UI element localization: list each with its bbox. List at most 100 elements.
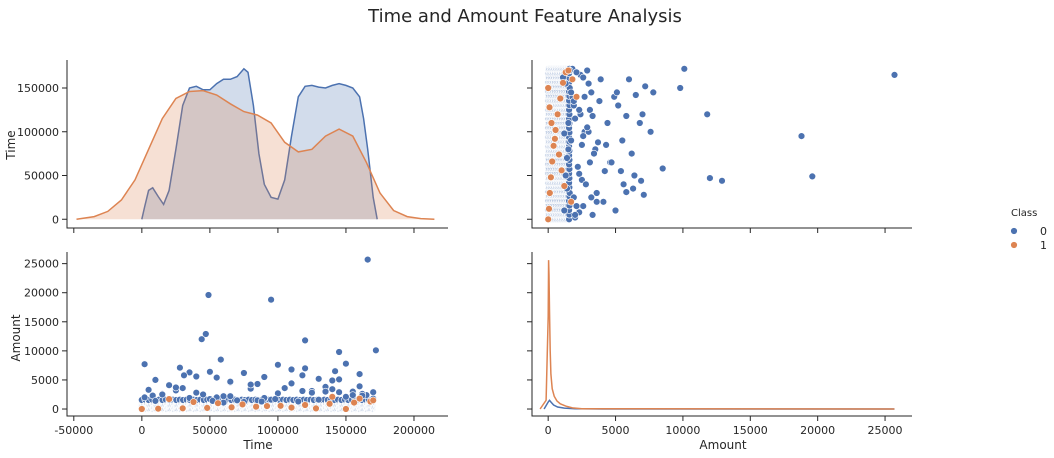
scatter-point-class-0 bbox=[213, 373, 221, 382]
scatter-point-class-1 bbox=[548, 157, 556, 166]
scatter-point-class-0 bbox=[718, 177, 726, 185]
scatter-point-class-0 bbox=[198, 335, 206, 343]
scatter-point-class-0 bbox=[151, 397, 160, 405]
scatter-point-class-0 bbox=[144, 386, 153, 394]
scatter-point-class-0 bbox=[287, 379, 296, 388]
scatter-point-class-0 bbox=[572, 68, 581, 77]
scatter-point-class-1 bbox=[567, 198, 575, 206]
scatter-point-class-0 bbox=[625, 75, 633, 84]
scatter-point-class-1 bbox=[276, 402, 285, 410]
x-tick-label: 5000 bbox=[602, 424, 630, 437]
scatter-point-class-0 bbox=[267, 296, 275, 304]
kde-fill-class-0 bbox=[141, 68, 378, 220]
scatter-point-class-1 bbox=[301, 401, 309, 409]
scatter-point-class-1 bbox=[342, 405, 350, 413]
panel-time-kde: Time 0 50000 100000 150000 bbox=[4, 60, 448, 233]
scatter-point-class-1 bbox=[325, 400, 334, 408]
x-tick-label: 0 bbox=[545, 424, 552, 437]
y-tick-label: 25000 bbox=[24, 258, 59, 271]
scatter-point-class-0 bbox=[607, 158, 616, 167]
scatter-point-class-0 bbox=[298, 387, 307, 395]
scatter-point-class-0 bbox=[586, 106, 594, 114]
x-tick-label: -50000 bbox=[54, 424, 93, 437]
kde-line-class-0 bbox=[543, 399, 895, 410]
scatter-point-class-0 bbox=[321, 387, 330, 396]
scatter-point-class-0 bbox=[219, 392, 228, 400]
scatter-point-class-1 bbox=[203, 404, 211, 412]
scatter-point-class-0 bbox=[596, 75, 605, 84]
scatter-point-class-0 bbox=[364, 255, 372, 264]
scatter-point-class-1 bbox=[369, 396, 377, 404]
scatter-point-class-0 bbox=[622, 188, 630, 196]
x-axis-title-amount: Amount bbox=[699, 438, 746, 452]
scatter-point-class-0 bbox=[571, 114, 579, 123]
scatter-point-class-0 bbox=[369, 388, 377, 396]
scatter-point-class-1 bbox=[557, 166, 566, 175]
scatter-point-class-0 bbox=[676, 84, 684, 92]
scatter-point-class-0 bbox=[328, 376, 336, 385]
scatter-point-class-0 bbox=[342, 393, 350, 401]
scatter-point-class-1 bbox=[551, 126, 560, 134]
scatter-point-class-0 bbox=[257, 397, 266, 406]
scatter-point-class-0 bbox=[301, 364, 309, 372]
scatter-point-class-0 bbox=[281, 384, 289, 392]
scatter-point-class-0 bbox=[808, 172, 816, 181]
legend: Class 01 bbox=[1010, 208, 1047, 252]
scatter-point-class-0 bbox=[706, 174, 714, 182]
scatter-point-class-0 bbox=[575, 170, 583, 178]
y-axis-title-amount: Amount bbox=[9, 314, 23, 361]
scatter-point-class-0 bbox=[599, 198, 608, 206]
scatter-point-class-0 bbox=[240, 369, 248, 377]
scatter-point-class-1 bbox=[312, 404, 320, 413]
scatter-point-class-0 bbox=[590, 149, 598, 158]
scatter-point-class-0 bbox=[226, 392, 235, 400]
x-tick-label: 0 bbox=[138, 424, 145, 437]
figure-title: Time and Amount Feature Analysis bbox=[367, 6, 682, 27]
scatter-point-class-1 bbox=[547, 119, 556, 127]
scatter-point-class-1 bbox=[555, 150, 563, 159]
scatter-point-class-0 bbox=[703, 110, 711, 119]
scatter-point-class-1 bbox=[227, 403, 236, 411]
scatter-point-class-0 bbox=[630, 171, 639, 180]
scatter-point-class-0 bbox=[649, 88, 657, 97]
y-tick-label: 0 bbox=[52, 403, 59, 416]
scatter-point-class-1 bbox=[252, 403, 260, 411]
scatter-point-class-0 bbox=[641, 82, 649, 91]
scatter-point-class-1 bbox=[572, 93, 581, 101]
scatter-point-class-0 bbox=[355, 370, 364, 378]
scatter-point-class-0 bbox=[315, 375, 323, 383]
scatter-point-class-0 bbox=[140, 360, 149, 368]
scatter-point-class-0 bbox=[342, 360, 350, 368]
scatter-point-class-0 bbox=[567, 88, 575, 97]
x-tick-label: 10000 bbox=[665, 424, 700, 437]
scatter-point-class-0 bbox=[617, 167, 625, 175]
scatter-point-class-0 bbox=[564, 145, 573, 154]
scatter-point-class-0 bbox=[797, 132, 806, 140]
scatter-point-class-1 bbox=[189, 398, 198, 406]
scatter-point-class-0 bbox=[567, 136, 575, 145]
scatter-point-class-0 bbox=[603, 119, 612, 127]
scatter-point-class-0 bbox=[580, 93, 589, 101]
scatter-point-class-0 bbox=[629, 184, 637, 193]
y-tick-label: 100000 bbox=[17, 126, 59, 139]
scatter-point-class-0 bbox=[594, 138, 602, 147]
legend-label-class-1: 1 bbox=[1040, 239, 1047, 252]
scatter-point-class-1 bbox=[165, 395, 173, 403]
scatter-point-class-0 bbox=[202, 330, 210, 338]
legend-label-class-0: 0 bbox=[1040, 225, 1047, 238]
scatter-point-class-0 bbox=[611, 206, 620, 215]
scatter-point-class-0 bbox=[217, 355, 225, 364]
x-tick-label: 200000 bbox=[393, 424, 435, 437]
scatter-point-class-0 bbox=[579, 202, 587, 210]
scatter-point-class-0 bbox=[592, 198, 601, 206]
scatter-point-class-0 bbox=[192, 372, 201, 381]
scatter-point-class-1 bbox=[553, 110, 562, 119]
scatter-point-class-1 bbox=[179, 404, 187, 412]
legend-marker-class-0 bbox=[1010, 227, 1018, 235]
scatter-point-class-0 bbox=[355, 382, 364, 390]
scatter-point-class-1 bbox=[138, 405, 146, 413]
scatter-point-class-0 bbox=[632, 91, 640, 99]
scatter-point-class-0 bbox=[638, 110, 647, 119]
scatter-point-class-0 bbox=[618, 136, 626, 145]
